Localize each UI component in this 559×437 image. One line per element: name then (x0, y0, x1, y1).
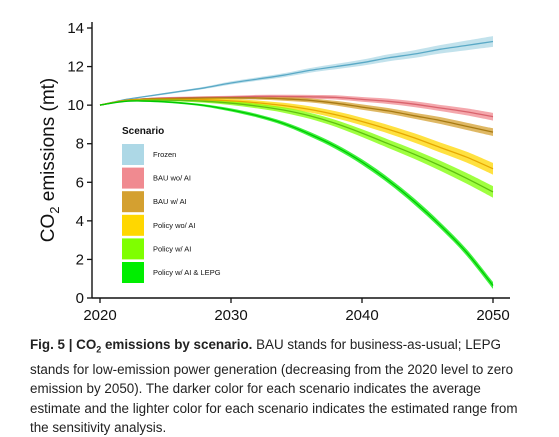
series-line-policy-wo-ai (99, 98, 494, 170)
legend-label-bau-w-ai: BAU w/ AI (153, 197, 187, 206)
y-tick-label-10: 10 (67, 97, 84, 114)
caption-label: Fig. 5 | CO2 emissions by scenario. (30, 337, 253, 355)
figure-caption: Fig. 5 | CO2 emissions by scenario. BAU … (30, 335, 535, 437)
y-tick-label-0: 0 (76, 290, 84, 307)
legend-swatch-policy-w-ai (122, 238, 144, 260)
plot-area (99, 36, 494, 289)
series-line-frozen (99, 40, 494, 106)
legend-label-policy-wo-ai: Policy wo/ AI (153, 221, 196, 230)
x-tick-label-2020: 2020 (83, 307, 116, 324)
legend-swatch-policy-w-ai-lepg (122, 262, 144, 283)
series-line-policy-w-ai (99, 99, 494, 193)
y-tick-label-2: 2 (76, 251, 84, 268)
legend-label-policy-w-ai: Policy w/ AI (153, 244, 191, 253)
caption-label-rest: emissions by scenario. (101, 337, 253, 352)
legend: Scenario Frozen BAU wo/ AI BAU w/ AI Policy… (122, 126, 221, 283)
legend-swatch-frozen (122, 144, 144, 165)
y-ticks: 0 2 4 6 8 10 12 14 (67, 20, 92, 307)
legend-label-frozen: Frozen (153, 150, 176, 159)
y-tick-label-6: 6 (76, 174, 84, 191)
x-tick-label-2050: 2050 (476, 307, 509, 324)
band-frozen (100, 36, 493, 106)
series-line-policy-w-ai-lepg (99, 100, 494, 286)
caption-label-sub: 2 (96, 344, 102, 355)
y-tick-label-14: 14 (67, 20, 84, 37)
legend-label-bau-wo-ai: BAU wo/ AI (153, 174, 191, 183)
band-bau-wo-ai (100, 94, 493, 121)
y-axis-label-rest: emissions (mt) (38, 78, 59, 207)
legend-swatch-bau-w-ai (122, 191, 144, 213)
legend-swatch-bau-wo-ai (122, 167, 144, 189)
caption-text: BAU stands for business-as-usual; LEPG s… (30, 337, 518, 435)
x-tick-label-2040: 2040 (345, 307, 378, 324)
series-line-bau-w-ai (99, 97, 494, 133)
legend-label-policy-w-ai-lepg: Policy w/ AI & LEPG (153, 268, 221, 277)
caption-label-main: Fig. 5 | CO (30, 337, 97, 352)
y-axis-label-sub: 2 (47, 207, 62, 214)
x-tick-label-2030: 2030 (214, 307, 247, 324)
y-tick-label-12: 12 (67, 59, 84, 76)
axes (91, 22, 510, 299)
legend-title: Scenario (122, 126, 164, 137)
legend-items: Frozen BAU wo/ AI BAU w/ AI Policy wo/ AI Po… (122, 144, 221, 283)
band-policy-wo-ai (100, 98, 493, 175)
y-axis-label: CO2 emissions (mt) (38, 78, 62, 243)
x-ticks: 2020 2030 2040 2050 (83, 298, 510, 324)
y-axis-label-main: CO (38, 214, 59, 243)
y-tick-label-8: 8 (76, 136, 84, 153)
y-tick-label-4: 4 (76, 213, 84, 230)
legend-swatch-policy-wo-ai (122, 214, 144, 236)
